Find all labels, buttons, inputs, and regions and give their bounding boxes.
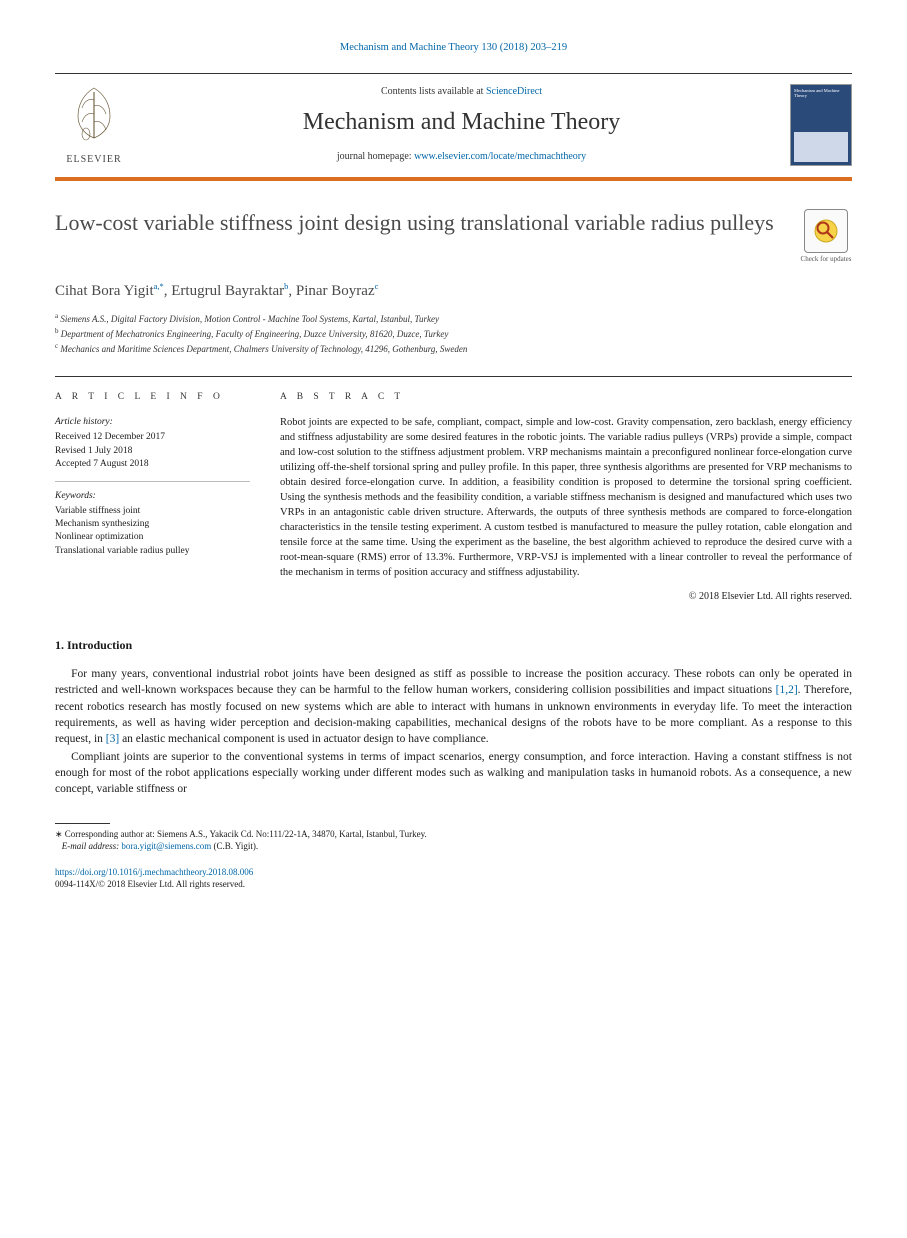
corr-text: Corresponding author at: Siemens A.S., Y… — [63, 829, 427, 839]
article-title: Low-cost variable stiffness joint design… — [55, 209, 780, 237]
keyword-1: Variable stiffness joint — [55, 505, 250, 518]
info-abstract-row: A R T I C L E I N F O Article history: R… — [55, 376, 852, 605]
intro-paragraph-1: For many years, conventional industrial … — [55, 666, 852, 746]
citation-ref-3[interactable]: [3] — [106, 733, 119, 745]
article-info-column: A R T I C L E I N F O Article history: R… — [55, 377, 250, 605]
corresponding-author-footnote: ∗ Corresponding author at: Siemens A.S.,… — [55, 828, 852, 840]
keywords-label: Keywords: — [55, 481, 250, 504]
abstract-column: A B S T R A C T Robot joints are expecte… — [280, 377, 852, 605]
journal-name: Mechanism and Machine Theory — [145, 105, 778, 140]
author-1-affil-marks: a,* — [154, 281, 164, 291]
footnotes-block: ∗ Corresponding author at: Siemens A.S.,… — [55, 828, 852, 852]
author-3-affil-marks: c — [375, 281, 379, 291]
affiliation-c: c Mechanics and Maritime Sciences Depart… — [55, 341, 852, 356]
email-suffix: (C.B. Yigit). — [211, 841, 258, 851]
introduction-heading: 1. Introduction — [55, 637, 852, 654]
email-link[interactable]: bora.yigit@siemens.com — [121, 841, 211, 851]
keyword-3: Nonlinear optimization — [55, 531, 250, 544]
email-label: E-mail address: — [62, 841, 122, 851]
abstract-copyright: © 2018 Elsevier Ltd. All rights reserved… — [280, 590, 852, 605]
footnote-rule — [55, 823, 110, 824]
contents-prefix: Contents lists available at — [381, 86, 486, 97]
author-1-name: Cihat Bora Yigit — [55, 283, 154, 299]
doi-link[interactable]: https://doi.org/10.1016/j.mechmachtheory… — [55, 867, 253, 877]
email-footnote: E-mail address: bora.yigit@siemens.com (… — [55, 840, 852, 852]
top-citation: Mechanism and Machine Theory 130 (2018) … — [55, 40, 852, 55]
affiliation-a: a Siemens A.S., Digital Factory Division… — [55, 311, 852, 326]
homepage-prefix: journal homepage: — [337, 151, 414, 162]
accepted-line: Accepted 7 August 2018 — [55, 458, 250, 471]
corr-marker: ∗ — [55, 829, 63, 839]
abstract-text: Robot joints are expected to be safe, co… — [280, 416, 852, 580]
elsevier-tree-icon — [64, 82, 124, 144]
publisher-logo-block: ELSEVIER — [55, 82, 133, 167]
journal-homepage-link[interactable]: www.elsevier.com/locate/mechmachtheory — [414, 151, 586, 162]
keywords-body: Variable stiffness joint Mechanism synth… — [55, 505, 250, 568]
journal-cover-thumbnail: Mechanism and Machine Theory — [790, 84, 852, 166]
title-block: Low-cost variable stiffness joint design… — [55, 209, 852, 264]
intro-paragraph-2: Compliant joints are superior to the con… — [55, 749, 852, 797]
article-history-body: Received 12 December 2017 Revised 1 July… — [55, 431, 250, 481]
cover-illustration — [794, 132, 848, 162]
affiliation-a-text: Siemens A.S., Digital Factory Division, … — [60, 314, 439, 324]
check-updates-label: Check for updates — [800, 256, 852, 264]
received-line: Received 12 December 2017 — [55, 431, 250, 444]
authors-line: Cihat Bora Yigita,*, Ertugrul Bayraktarb… — [55, 280, 852, 303]
cover-title-text: Mechanism and Machine Theory — [791, 85, 851, 103]
sciencedirect-link[interactable]: ScienceDirect — [486, 86, 542, 97]
revised-line: Revised 1 July 2018 — [55, 445, 250, 458]
affiliation-b: b Department of Mechatronics Engineering… — [55, 326, 852, 341]
publisher-name: ELSEVIER — [55, 153, 133, 168]
author-2-name: , Ertugrul Bayraktar — [164, 283, 284, 299]
intro-p1-a: For many years, conventional industrial … — [55, 668, 852, 696]
keyword-2: Mechanism synthesizing — [55, 518, 250, 531]
affiliations-block: a Siemens A.S., Digital Factory Division… — [55, 311, 852, 356]
check-updates-badge[interactable]: Check for updates — [800, 209, 852, 264]
keyword-4: Translational variable radius pulley — [55, 545, 250, 558]
affiliation-c-text: Mechanics and Maritime Sciences Departme… — [60, 344, 467, 354]
masthead-center: Contents lists available at ScienceDirec… — [145, 85, 778, 165]
abstract-heading: A B S T R A C T — [280, 391, 852, 405]
article-info-heading: A R T I C L E I N F O — [55, 391, 250, 405]
author-3-name: , Pinar Boyraz — [288, 283, 374, 299]
doi-block: https://doi.org/10.1016/j.mechmachtheory… — [55, 866, 852, 890]
affiliation-b-text: Department of Mechatronics Engineering, … — [61, 329, 449, 339]
journal-masthead: ELSEVIER Contents lists available at Sci… — [55, 73, 852, 181]
intro-p1-c: an elastic mechanical component is used … — [119, 733, 488, 745]
citation-ref-1-2[interactable]: [1,2] — [776, 684, 798, 696]
article-history-label: Article history: — [55, 416, 250, 430]
crossmark-icon — [804, 209, 848, 253]
contents-available-line: Contents lists available at ScienceDirec… — [145, 85, 778, 100]
journal-homepage-line: journal homepage: www.elsevier.com/locat… — [145, 150, 778, 165]
issn-copyright-line: 0094-114X/© 2018 Elsevier Ltd. All right… — [55, 878, 852, 890]
